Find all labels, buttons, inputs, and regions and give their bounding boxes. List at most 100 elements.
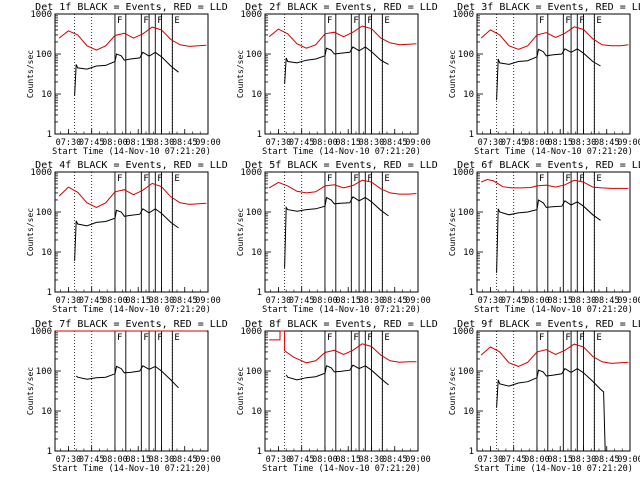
- y-tick-label: 1: [469, 447, 474, 457]
- flag-label: E: [384, 333, 389, 343]
- chart-panel-1: Det 1f BLACK = Events, RED = LLD 1 10 100 10…: [26, 2, 228, 157]
- x-tick-label: 08:15: [547, 138, 573, 148]
- y-tick-label: 1: [47, 288, 52, 298]
- y-tick-label: 1: [257, 288, 262, 298]
- x-tick-label: 07:45: [501, 138, 527, 148]
- events-series-line: [496, 199, 601, 273]
- events-series-line: [284, 196, 389, 268]
- x-tick-label: 08:00: [312, 455, 338, 465]
- x-tick-label: 08:00: [102, 296, 128, 306]
- y-tick-label: 100: [246, 208, 262, 218]
- y-tick-label: 100: [36, 367, 52, 377]
- y-tick-label: 100: [458, 367, 474, 377]
- y-tick-label: 1000: [452, 10, 474, 20]
- chart-panel-3: Det 3f BLACK = Events, RED = LLD 1 10 100 10…: [448, 2, 640, 157]
- x-tick-label: 07:45: [289, 138, 315, 148]
- flag-label: F: [143, 174, 148, 184]
- x-tick-label: 08:30: [571, 138, 597, 148]
- lld-series-line: [268, 179, 417, 195]
- x-axis-label: Start Time (14-Nov-10 07:21:20): [262, 464, 421, 474]
- chart-panel-2: Det 2f BLACK = Events, RED = LLD 1 10 100 10…: [236, 2, 438, 157]
- x-tick-label: 08:00: [102, 138, 128, 148]
- lld-series-line: [480, 26, 629, 50]
- lld-series-line: [268, 25, 417, 49]
- x-tick-label: 07:30: [56, 138, 82, 148]
- chart-title: Det 7f BLACK = Events, RED = LLD: [35, 319, 228, 330]
- x-tick-label: 08:00: [102, 455, 128, 465]
- x-tick-label: 07:30: [266, 296, 292, 306]
- flag-label: F: [327, 333, 332, 343]
- y-tick-label: 10: [251, 90, 262, 100]
- y-tick-label: 10: [463, 90, 474, 100]
- plot-frame: [264, 330, 419, 452]
- x-tick-label: 09:00: [195, 138, 221, 148]
- flag-label: F: [579, 16, 584, 26]
- plot-frame: [264, 171, 419, 293]
- y-tick-label: 1000: [240, 10, 262, 20]
- x-tick-label: 07:45: [79, 455, 105, 465]
- chart-title: Det 3f BLACK = Events, RED = LLD: [457, 2, 640, 13]
- chart-title: Det 9f BLACK = Events, RED = LLD: [457, 319, 640, 330]
- chart-title: Det 2f BLACK = Events, RED = LLD: [245, 2, 438, 13]
- flag-label: E: [596, 16, 601, 26]
- lld-series-line: [480, 178, 629, 189]
- x-tick-label: 07:30: [478, 455, 504, 465]
- x-tick-label: 08:15: [547, 296, 573, 306]
- chart-panel-6: Det 6f BLACK = Events, RED = LLD 1 10 100 10…: [448, 160, 640, 315]
- y-tick-label: 100: [458, 208, 474, 218]
- y-tick-label: 100: [246, 367, 262, 377]
- x-tick-label: 08:30: [571, 455, 597, 465]
- x-axis-label: Start Time (14-Nov-10 07:21:20): [262, 147, 421, 157]
- plot-frame: [54, 330, 209, 452]
- chart-title: Det 8f BLACK = Events, RED = LLD: [245, 319, 438, 330]
- y-tick-label: 10: [41, 90, 52, 100]
- x-tick-label: 08:15: [125, 296, 151, 306]
- flag-label: E: [384, 16, 389, 26]
- x-tick-label: 09:00: [617, 138, 640, 148]
- y-tick-label: 10: [463, 407, 474, 417]
- y-tick-label: 10: [251, 248, 262, 258]
- chart-panel-8: Det 8f BLACK = Events, RED = LLD 1 10 100 10…: [236, 319, 438, 474]
- x-tick-label: 08:15: [335, 455, 361, 465]
- x-tick-label: 07:45: [289, 455, 315, 465]
- flag-label: F: [117, 16, 122, 26]
- x-tick-label: 08:15: [335, 296, 361, 306]
- y-tick-label: 1: [47, 447, 52, 457]
- x-tick-label: 07:45: [501, 296, 527, 306]
- flag-label: F: [565, 16, 570, 26]
- y-axis-label: Counts/sec: [448, 50, 457, 98]
- chart-title: Det 5f BLACK = Events, RED = LLD: [245, 160, 438, 171]
- x-axis-label: Start Time (14-Nov-10 07:21:20): [52, 147, 211, 157]
- x-tick-label: 07:45: [79, 138, 105, 148]
- chart-title: Det 4f BLACK = Events, RED = LLD: [35, 160, 228, 171]
- plot-frame: [264, 13, 419, 135]
- y-tick-label: 1000: [452, 168, 474, 178]
- x-tick-label: 08:00: [524, 138, 550, 148]
- x-tick-label: 08:45: [594, 138, 620, 148]
- y-axis-label: Counts/sec: [26, 50, 35, 98]
- x-tick-label: 07:30: [266, 138, 292, 148]
- events-series-line: [75, 365, 179, 389]
- flag-label: F: [565, 333, 570, 343]
- y-tick-label: 1000: [240, 327, 262, 337]
- chart-panel-7: Det 7f BLACK = Events, RED = LLD 1 10 100 10…: [26, 319, 228, 474]
- y-tick-label: 1000: [452, 327, 474, 337]
- flag-label: E: [384, 174, 389, 184]
- flag-label: F: [327, 16, 332, 26]
- flag-label: F: [367, 174, 372, 184]
- x-tick-label: 08:30: [149, 138, 175, 148]
- y-tick-label: 100: [246, 50, 262, 60]
- y-tick-label: 1000: [240, 168, 262, 178]
- x-tick-label: 08:15: [125, 138, 151, 148]
- lld-series-line: [58, 26, 207, 51]
- flag-label: E: [174, 16, 179, 26]
- plot-frame: [54, 13, 209, 135]
- y-axis-label: Counts/sec: [236, 50, 245, 98]
- x-tick-label: 08:30: [359, 138, 385, 148]
- flag-label: F: [579, 333, 584, 343]
- y-axis-label: Counts/sec: [26, 208, 35, 256]
- y-tick-label: 1000: [30, 10, 52, 20]
- y-tick-label: 1000: [30, 168, 52, 178]
- flag-label: F: [353, 333, 358, 343]
